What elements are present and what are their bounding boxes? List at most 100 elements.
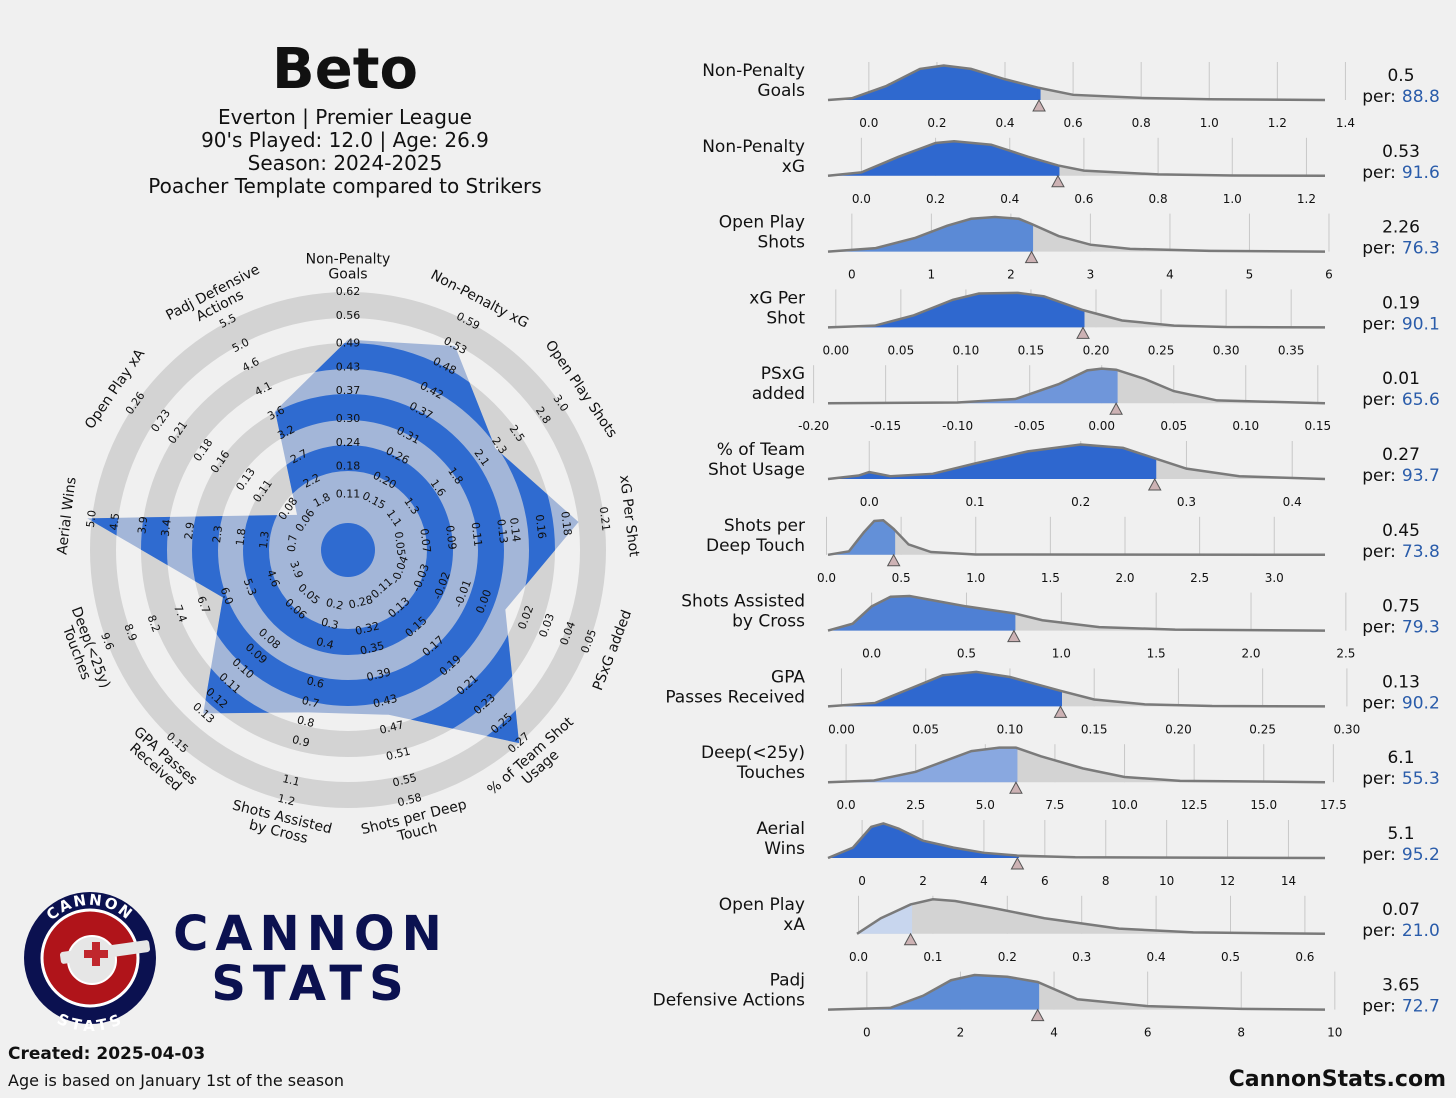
metric-value: 0.01 xyxy=(1382,369,1420,389)
x-tick-label: 12.5 xyxy=(1181,798,1208,812)
x-tick-label: 0.0 xyxy=(860,495,879,509)
radar-tick-label: 5.3 xyxy=(241,577,259,598)
radar-tick-label: 1.3 xyxy=(257,530,272,549)
x-tick-label: -0.20 xyxy=(798,419,829,433)
x-tick-label: 0.5 xyxy=(892,571,911,585)
x-tick-label: -0.10 xyxy=(942,419,973,433)
value-marker xyxy=(1010,856,1025,870)
radar-tick-label: 0.7 xyxy=(285,534,300,553)
metric-label: Shot xyxy=(766,308,805,328)
percentile-prefix: per: xyxy=(1362,921,1396,941)
metric-label: Deep Touch xyxy=(706,536,805,556)
value-marker xyxy=(1030,1008,1045,1022)
x-tick-label: 0.15 xyxy=(1304,419,1331,433)
metric-label: Deep(<25y) xyxy=(701,743,805,763)
value-marker xyxy=(1051,174,1065,188)
x-tick-label: -0.05 xyxy=(1014,419,1045,433)
logo: CANNON STATS CANNON STATS xyxy=(24,891,442,1035)
x-tick-label: 2.0 xyxy=(1115,571,1134,585)
radar-tick-label: 0.4 xyxy=(315,635,335,652)
radar-tick-label: 0.09 xyxy=(443,525,459,551)
x-tick-label: 10 xyxy=(1159,874,1174,888)
radar-tick-label: 4.5 xyxy=(107,512,122,531)
footnote: Age is based on January 1st of the seaso… xyxy=(8,1071,344,1090)
metric-label: Non-Penalty xyxy=(702,61,805,81)
density-curve xyxy=(827,518,1326,557)
radar-tick-label: 8.2 xyxy=(145,613,163,634)
radar-tick-label: 2.9 xyxy=(182,521,197,540)
x-tick-label: 0.30 xyxy=(1213,343,1240,357)
radar-ring xyxy=(321,523,375,577)
x-tick-label: 2.5 xyxy=(1336,647,1355,661)
metric-label: GPA xyxy=(771,667,805,687)
percentile-value: 90.2 xyxy=(1402,693,1440,713)
x-tick-label: 2 xyxy=(1007,268,1015,282)
metric-value: 0.13 xyxy=(1382,672,1420,692)
x-tick-label: 0.25 xyxy=(1148,343,1175,357)
x-tick-label: 1.5 xyxy=(1147,647,1166,661)
x-tick-label: 0.0 xyxy=(817,571,836,585)
density-chart: 0.0 0.2 0.4 0.6 0.8 1.0 1.2 1.4 Non-PenaltyGoals… xyxy=(702,61,1440,130)
percentile-value: 90.1 xyxy=(1402,314,1440,334)
x-tick-label: 2 xyxy=(957,1026,965,1040)
x-tick-label: 2.5 xyxy=(906,798,925,812)
x-tick-label: 6 xyxy=(1041,874,1049,888)
value-marker xyxy=(886,553,901,567)
x-tick-label: 0.05 xyxy=(1160,419,1187,433)
metric-value: 5.1 xyxy=(1387,824,1414,844)
percentile-text: per: 21.0 xyxy=(1362,921,1440,941)
density-charts: 0.0 0.2 0.4 0.6 0.8 1.0 1.2 1.4Non-PenaltyGoals… xyxy=(653,61,1440,1040)
radar-tick-label: 0.18 xyxy=(558,511,574,537)
density-area-below xyxy=(828,141,1058,176)
radar-ring xyxy=(141,343,555,744)
radar-tick-label: 0.32 xyxy=(354,619,381,637)
x-tick-label: 2.0 xyxy=(1241,647,1260,661)
x-tick-label: 0.05 xyxy=(887,343,914,357)
metric-value: 0.75 xyxy=(1382,597,1420,617)
metric-label: Defensive Actions xyxy=(653,991,806,1011)
density-curve xyxy=(827,443,1326,481)
percentile-prefix: per: xyxy=(1362,693,1396,713)
x-tick-label: 4 xyxy=(1166,268,1174,282)
density-curve xyxy=(827,822,1326,860)
radar-tick-label: 0.18 xyxy=(336,460,361,473)
value-marker xyxy=(1109,402,1123,415)
x-tick-label: 4 xyxy=(1050,1026,1058,1040)
radar-tick-label: 0.55 xyxy=(391,771,418,789)
site-name: CannonStats.com xyxy=(1229,1067,1446,1092)
percentile-value: 88.8 xyxy=(1402,87,1440,107)
x-tick-label: 0.2 xyxy=(926,192,945,206)
percentile-value: 95.2 xyxy=(1402,845,1440,865)
percentile-value: 55.3 xyxy=(1402,769,1440,789)
density-area-below xyxy=(828,368,1117,404)
radar-tick-label: 2.3 xyxy=(210,525,225,544)
metric-label: by Cross xyxy=(732,612,805,632)
percentile-prefix: per: xyxy=(1362,769,1396,789)
x-tick-label: 12 xyxy=(1220,874,1235,888)
radar-tick-label: 3.4 xyxy=(159,518,174,537)
x-tick-label: 1.4 xyxy=(1336,116,1355,130)
x-tick-label: 4 xyxy=(980,874,988,888)
x-tick-label: 1.2 xyxy=(1268,116,1287,130)
metric-label: Open Play xyxy=(719,213,805,233)
x-tick-label: 1.0 xyxy=(1200,116,1219,130)
metric-value: 0.5 xyxy=(1387,66,1414,86)
x-tick-label: 0.2 xyxy=(927,116,946,130)
density-area-below xyxy=(828,975,1038,1010)
metric-value: 2.26 xyxy=(1382,218,1420,238)
x-tick-label: 0.00 xyxy=(822,343,849,357)
density-area-below xyxy=(828,596,1014,631)
density-area-below xyxy=(828,444,1155,479)
x-tick-label: 0.0 xyxy=(837,798,856,812)
x-tick-label: 0.15 xyxy=(1018,343,1045,357)
x-tick-label: 6 xyxy=(1325,268,1333,282)
density-curve xyxy=(856,897,1326,936)
radar-ring xyxy=(243,445,453,655)
radar-tick-label: 0.30 xyxy=(336,412,361,425)
